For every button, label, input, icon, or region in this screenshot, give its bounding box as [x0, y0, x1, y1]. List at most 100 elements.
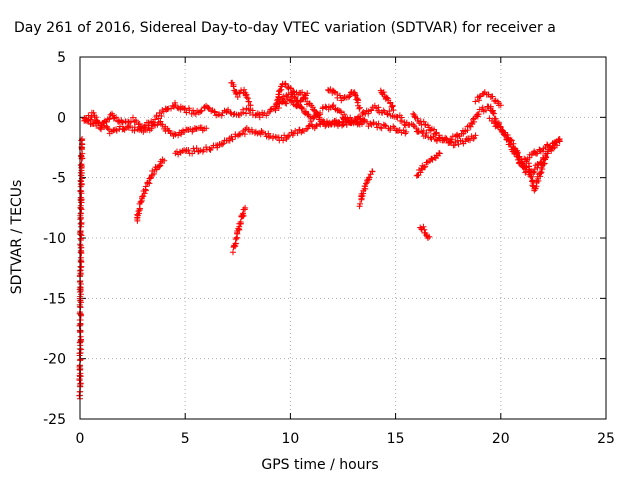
- data-point: [467, 123, 474, 130]
- data-point: [270, 133, 277, 140]
- data-point: [365, 174, 372, 181]
- data-point: [153, 112, 160, 119]
- data-point: [141, 190, 148, 197]
- data-point: [219, 141, 226, 148]
- data-point: [242, 204, 249, 211]
- data-point: [284, 133, 291, 140]
- data-point: [432, 130, 439, 137]
- data-point: [366, 174, 373, 181]
- data-point: [508, 137, 515, 144]
- data-point: [491, 120, 498, 127]
- data-point: [129, 114, 136, 121]
- data-point: [280, 137, 287, 144]
- data-point: [537, 170, 544, 177]
- y-tick-label: 5: [57, 50, 66, 66]
- data-point: [419, 162, 426, 169]
- data-point: [552, 139, 559, 146]
- data-point: [297, 98, 304, 105]
- data-point: [198, 107, 205, 114]
- data-point: [489, 109, 496, 116]
- data-point: [313, 122, 320, 129]
- data-point: [78, 219, 85, 226]
- data-point: [374, 107, 381, 114]
- data-point: [113, 114, 120, 121]
- data-point: [166, 127, 173, 134]
- data-point: [254, 110, 261, 117]
- data-point: [390, 107, 397, 114]
- data-point: [386, 108, 393, 115]
- data-point: [77, 356, 84, 363]
- data-point: [280, 93, 287, 100]
- data-point: [375, 120, 382, 127]
- data-point: [227, 109, 234, 116]
- data-point: [104, 125, 111, 132]
- x-tick-label: 25: [597, 431, 615, 447]
- data-point: [415, 128, 422, 135]
- data-point: [232, 236, 239, 243]
- data-point: [83, 116, 90, 123]
- data-point: [516, 153, 523, 160]
- data-point: [420, 118, 427, 125]
- data-point: [346, 92, 353, 99]
- data-point: [139, 193, 146, 200]
- data-point: [534, 150, 541, 157]
- data-point: [540, 161, 547, 168]
- data-point: [172, 131, 179, 138]
- data-point: [305, 123, 312, 130]
- data-point: [359, 111, 366, 118]
- data-point: [531, 166, 538, 173]
- x-tick-label: 5: [181, 431, 190, 447]
- data-point: [304, 90, 311, 97]
- tick-labels: 0 5 10 15 20 25 5 0 -5 -10 -15 -20 -25: [43, 50, 615, 447]
- data-point: [230, 83, 237, 90]
- data-point: [244, 95, 251, 102]
- data-point: [218, 112, 225, 119]
- data-point: [90, 120, 97, 127]
- data-point: [240, 210, 247, 217]
- data-point: [152, 116, 159, 123]
- data-point: [84, 117, 91, 124]
- data-point: [314, 110, 321, 117]
- data-point: [527, 173, 534, 180]
- data-point: [330, 102, 337, 109]
- data-point: [389, 103, 396, 110]
- data-point: [341, 111, 348, 118]
- data-point: [77, 254, 84, 261]
- data-point: [150, 170, 157, 177]
- data-point: [233, 89, 240, 96]
- data-point: [142, 183, 149, 190]
- data-point: [220, 140, 227, 147]
- data-point: [504, 132, 511, 139]
- y-tick-label: -10: [43, 231, 66, 247]
- data-point: [466, 137, 473, 144]
- data-point: [357, 200, 364, 207]
- data-point: [239, 211, 246, 218]
- data-point: [380, 89, 387, 96]
- data-point: [313, 123, 320, 130]
- data-point: [77, 194, 84, 201]
- data-point: [272, 105, 279, 112]
- x-tick-label: 10: [281, 431, 299, 447]
- data-point: [309, 104, 316, 111]
- data-point: [420, 164, 427, 171]
- data-point: [316, 114, 323, 121]
- chart-title: Day 261 of 2016, Sidereal Day-to-day VTE…: [14, 20, 556, 36]
- x-tick-label: 20: [492, 431, 510, 447]
- y-tick-label: -25: [43, 412, 66, 428]
- data-point: [556, 136, 563, 143]
- data-point: [317, 109, 324, 116]
- data-point: [363, 180, 370, 187]
- data-point: [77, 380, 84, 387]
- data-point: [127, 118, 134, 125]
- data-point: [182, 148, 189, 155]
- data-point: [462, 128, 469, 135]
- data-point: [375, 104, 382, 111]
- data-point: [175, 132, 182, 139]
- data-point: [334, 106, 341, 113]
- data-point: [243, 110, 250, 117]
- data-point: [140, 193, 147, 200]
- data-point: [426, 124, 433, 131]
- data-point: [145, 119, 152, 126]
- data-point: [127, 122, 134, 129]
- data-point: [490, 110, 497, 117]
